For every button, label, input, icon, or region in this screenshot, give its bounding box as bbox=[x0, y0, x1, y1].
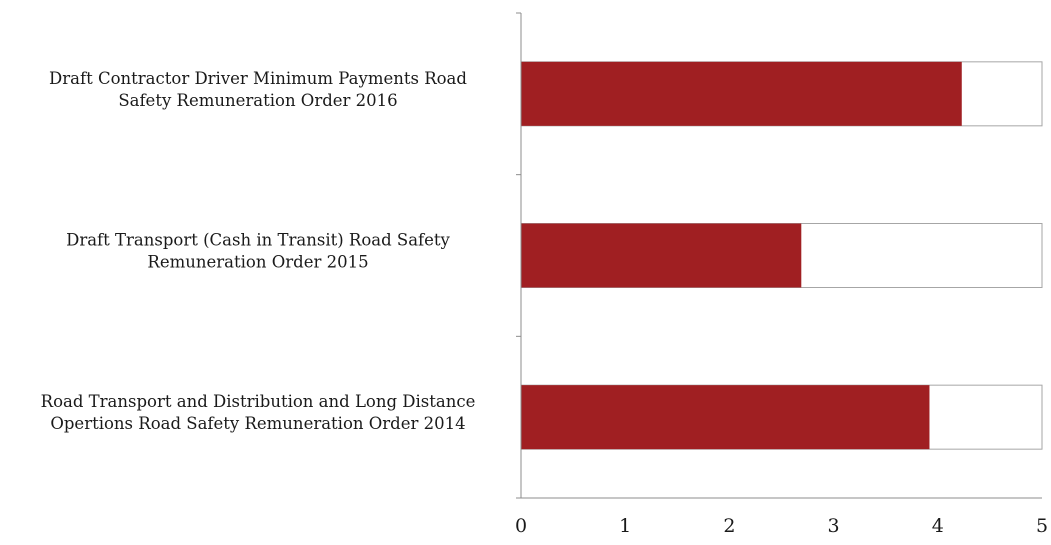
category-label-line: Safety Remuneration Order 2016 bbox=[118, 91, 397, 110]
category-label-line: Remuneration Order 2015 bbox=[147, 253, 368, 272]
x-tick-labels: 0 1 2 3 4 5 bbox=[515, 515, 1048, 537]
bar bbox=[521, 385, 930, 450]
category-label-line: Road Transport and Distribution and Long… bbox=[41, 392, 476, 411]
category-label-line: Draft Contractor Driver Minimum Payments… bbox=[49, 69, 467, 88]
bar bbox=[521, 223, 802, 288]
category-label: Draft Contractor Driver Minimum Payments… bbox=[49, 69, 467, 110]
category-label-line: Draft Transport (Cash in Transit) Road S… bbox=[66, 231, 450, 250]
category-label-line: Opertions Road Safety Remuneration Order… bbox=[50, 414, 465, 433]
x-tick-label: 3 bbox=[828, 515, 840, 537]
axis-layer bbox=[516, 12, 1042, 499]
x-tick-label: 1 bbox=[619, 515, 631, 537]
category-labels: Draft Contractor Driver Minimum Payments… bbox=[41, 69, 476, 433]
bars-layer bbox=[520, 61, 1043, 450]
x-tick-label: 5 bbox=[1036, 515, 1048, 537]
bar bbox=[521, 61, 962, 126]
category-label: Draft Transport (Cash in Transit) Road S… bbox=[66, 231, 450, 272]
x-tick-label: 0 bbox=[515, 515, 527, 537]
x-tick-label: 2 bbox=[723, 515, 735, 537]
category-label: Road Transport and Distribution and Long… bbox=[41, 392, 476, 433]
x-tick-label: 4 bbox=[932, 515, 944, 537]
